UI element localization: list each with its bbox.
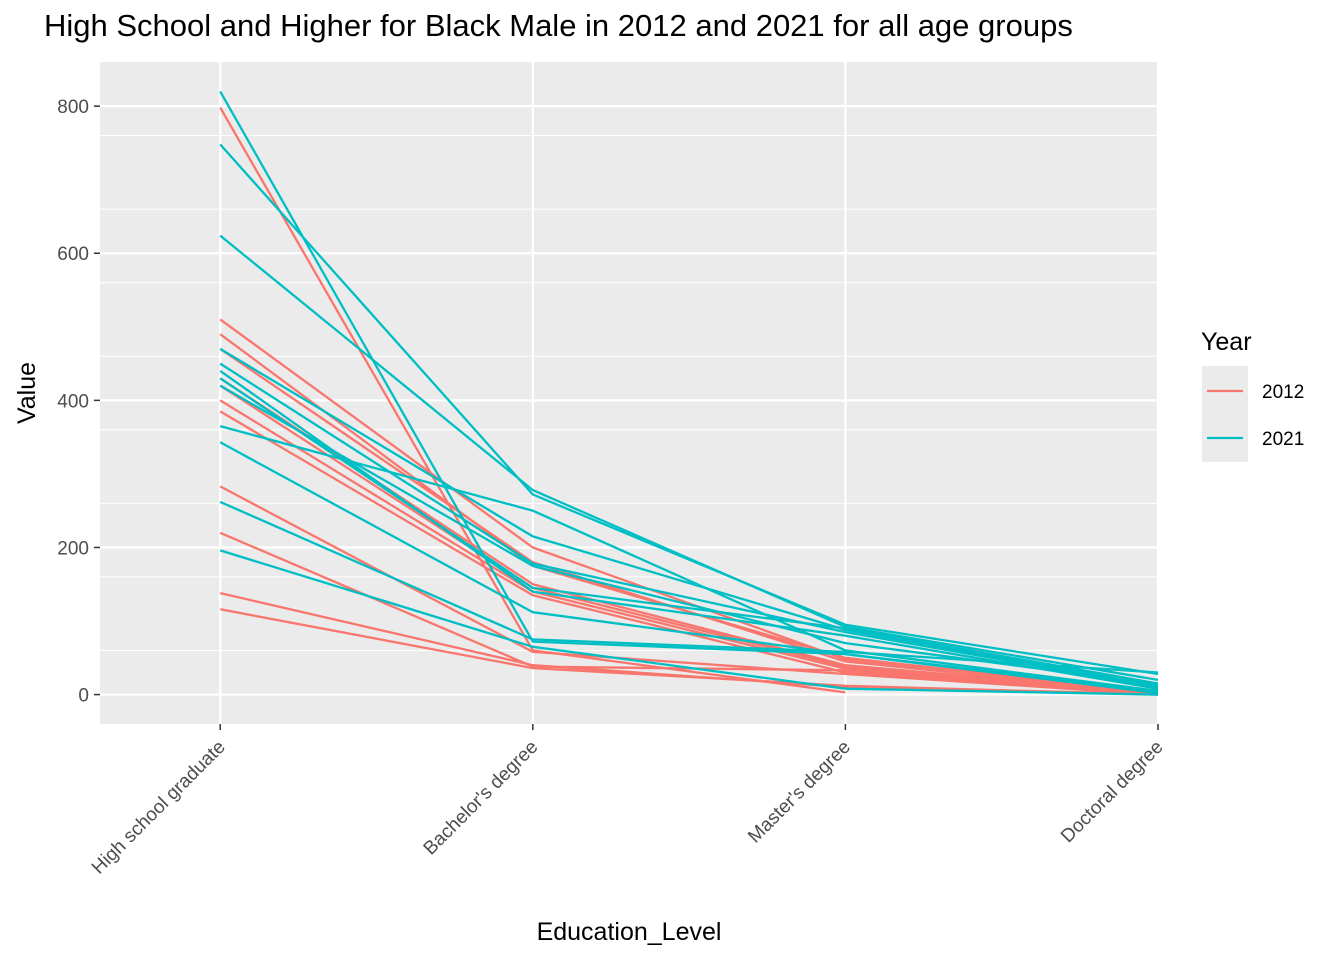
y-tick-label: 200 — [57, 538, 89, 559]
x-axis-title: Education_Level — [537, 918, 722, 946]
x-tick-label: Doctoral degree — [1057, 737, 1167, 847]
series-lines — [219, 90, 1159, 696]
x-tick-label: High school graduate — [88, 737, 230, 879]
y-tick-label: 800 — [57, 97, 89, 118]
legend-title: Year — [1201, 328, 1252, 356]
series-line-2021 — [219, 377, 1159, 685]
chart-title: High School and Higher for Black Male in… — [44, 8, 1073, 43]
legend-key-bg — [1202, 366, 1248, 462]
x-tick-label: Master's degree — [744, 737, 855, 848]
series-line-2021 — [219, 424, 1159, 693]
y-tick-label: 0 — [78, 686, 89, 707]
series-line-2012 — [219, 485, 1159, 696]
series-line-2012 — [219, 347, 1159, 695]
series-line-2021 — [219, 384, 1159, 686]
y-tick-label: 600 — [57, 244, 89, 265]
series-line-2012 — [219, 608, 1159, 696]
x-axis-ticks: High school graduate Bachelor's degree Mas… — [88, 724, 1168, 879]
x-tick-label: Bachelor's degree — [420, 737, 543, 860]
plot-panel — [100, 62, 1158, 724]
series-line-2021 — [219, 549, 1159, 696]
legend-label: 2012 — [1262, 382, 1304, 403]
series-line-2021 — [219, 347, 1159, 687]
legend-label: 2021 — [1262, 429, 1304, 450]
y-axis-title: Value — [13, 362, 41, 424]
legend: Year 2012 2021 — [1201, 328, 1304, 462]
series-line-2021 — [219, 441, 1159, 695]
y-axis-ticks: 0 200 400 600 800 — [57, 97, 100, 707]
series-line-2021 — [219, 234, 1159, 682]
series-line-2021 — [219, 500, 1159, 674]
y-tick-label: 400 — [57, 391, 89, 412]
series-line-2021 — [219, 362, 1159, 689]
series-line-2012 — [219, 107, 846, 694]
